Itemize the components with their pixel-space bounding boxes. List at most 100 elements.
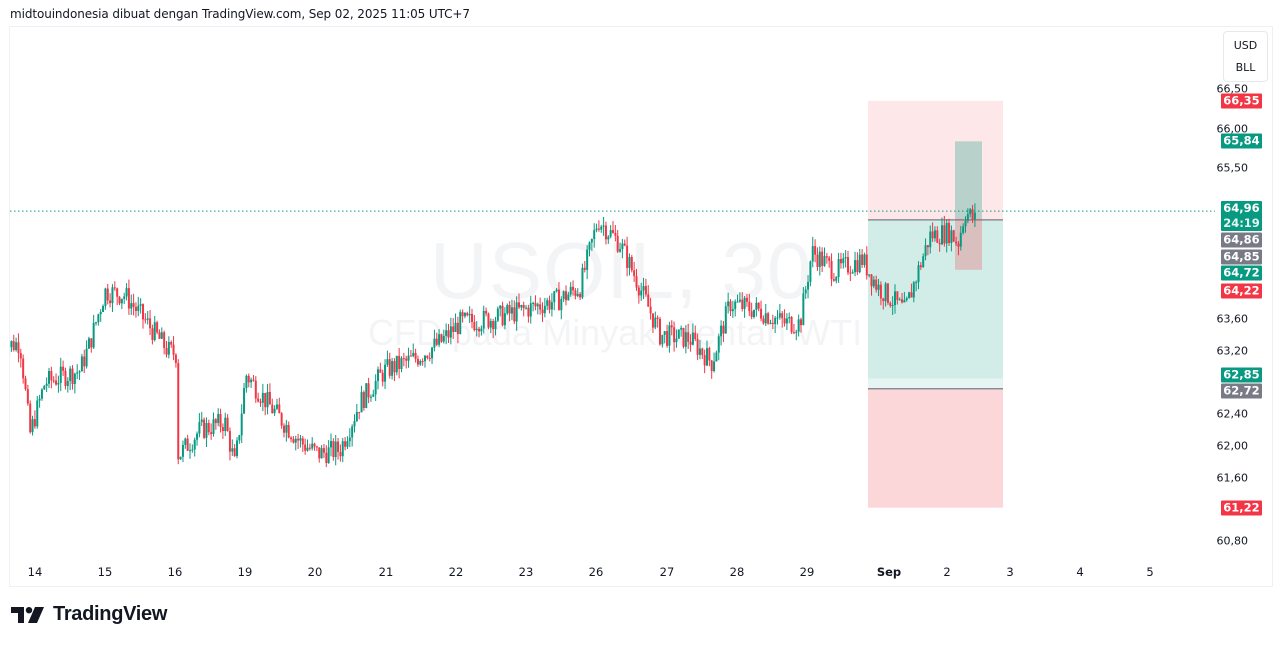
price-label[interactable]: 62,85 [1221, 367, 1262, 383]
candle-body [847, 257, 849, 273]
price-tick: 61,60 [1216, 471, 1249, 485]
candle-body [315, 446, 318, 448]
lower-stop-zone[interactable] [868, 388, 1003, 508]
candle-body [144, 319, 147, 321]
time-tick: 28 [729, 565, 745, 579]
stop-loss-zone[interactable] [868, 100, 1003, 220]
candle-body [327, 447, 330, 464]
price-label[interactable]: 61,22 [1221, 500, 1262, 516]
candle-body [151, 328, 154, 341]
price-label[interactable]: 66,35 [1221, 93, 1262, 109]
price-axis[interactable]: 66,50 66,00 65,50 63,60 63,20 62,40 62,00 61,60… [1215, 27, 1271, 557]
candle-body [734, 301, 737, 310]
candle-body [886, 283, 889, 304]
candle-body [414, 352, 417, 359]
candle-body [673, 327, 676, 343]
price-label[interactable]: 64,72 [1221, 265, 1262, 281]
candle-body [835, 277, 838, 281]
price-label[interactable]: 64,85 [1221, 249, 1262, 265]
candle-body [257, 398, 260, 402]
price-label[interactable]: 62,72 [1221, 383, 1262, 399]
candle-body [259, 401, 262, 403]
candle-body [966, 214, 969, 221]
candle-body [854, 260, 857, 273]
candle-body [962, 226, 965, 233]
candle-body [400, 358, 403, 370]
time-axis[interactable]: 14 15 16 19 20 21 22 23 26 27 28 29 Sep 2 3 4 5 [10, 557, 1215, 585]
candle-body [428, 357, 431, 359]
candle-body [539, 304, 542, 310]
candle-body [931, 231, 934, 239]
candle-body [456, 322, 459, 334]
take-profit-zone[interactable] [868, 219, 1003, 379]
candle-body [454, 322, 457, 332]
candle-body [109, 300, 112, 304]
chart-plot-area[interactable] [10, 27, 1215, 557]
candle-body [348, 437, 351, 442]
candle-body [748, 301, 751, 312]
candle-body [588, 242, 591, 250]
currency-unit-selector[interactable]: USD BLL [1223, 31, 1268, 82]
last-price-label[interactable]: 64,96 24:19 [1221, 201, 1262, 231]
price-tick: 62,00 [1216, 439, 1249, 453]
candle-body [268, 391, 271, 405]
candle-body [125, 288, 128, 297]
candle-body [40, 389, 43, 399]
candle-body [663, 331, 666, 335]
candle-body [466, 312, 469, 316]
tradingview-logo[interactable]: TradingView [11, 603, 167, 626]
small-stop-loss-zone[interactable] [955, 219, 982, 270]
currency-label[interactable]: USD [1233, 39, 1258, 52]
candle-body [480, 328, 483, 332]
candle-body [797, 319, 800, 332]
candle-body [614, 232, 617, 236]
candle-body [863, 254, 866, 266]
candle-body [767, 313, 770, 324]
candle-body [393, 361, 396, 373]
candle-body [132, 303, 135, 308]
candle-body [287, 424, 290, 438]
candle-body [912, 282, 915, 298]
candle-body [969, 209, 972, 215]
candle-body [247, 375, 250, 383]
small-take-profit-zone[interactable] [955, 141, 982, 220]
candle-body [879, 284, 882, 299]
candle-body [715, 352, 718, 362]
candle-body [33, 419, 36, 427]
candle-body [727, 301, 730, 307]
candle-body [499, 305, 502, 309]
candle-body [675, 338, 678, 343]
candle-body [433, 338, 436, 348]
logo-text: TradingView [53, 603, 168, 625]
candle-body [781, 313, 784, 319]
candle-body [318, 447, 321, 459]
candle-body [503, 313, 506, 326]
candle-body [29, 403, 32, 433]
candle-body [929, 231, 932, 248]
candle-body [149, 318, 152, 329]
candle-body [619, 249, 622, 252]
candle-body [104, 288, 107, 306]
candle-body [45, 383, 48, 386]
candle-body [689, 341, 692, 345]
price-label[interactable]: 64,86 [1221, 232, 1262, 248]
candle-body [722, 325, 725, 334]
candle-body [346, 441, 349, 447]
candle-body [868, 274, 871, 276]
price-label[interactable]: 64,22 [1221, 283, 1262, 299]
candle-body [738, 299, 741, 302]
unit-label[interactable]: BLL [1235, 61, 1256, 74]
candle-body [198, 422, 201, 434]
candle-body [717, 336, 720, 353]
candle-body [905, 298, 908, 301]
candle-body [562, 291, 565, 300]
candle-body [146, 318, 149, 320]
candle-body [952, 230, 955, 242]
candle-body [160, 332, 163, 339]
price-label[interactable]: 65,84 [1221, 133, 1262, 149]
candle-body [553, 291, 556, 303]
candle-body [959, 232, 962, 247]
candle-body [26, 389, 29, 404]
candlestick-chart[interactable] [10, 27, 1215, 557]
candle-body [330, 441, 332, 448]
